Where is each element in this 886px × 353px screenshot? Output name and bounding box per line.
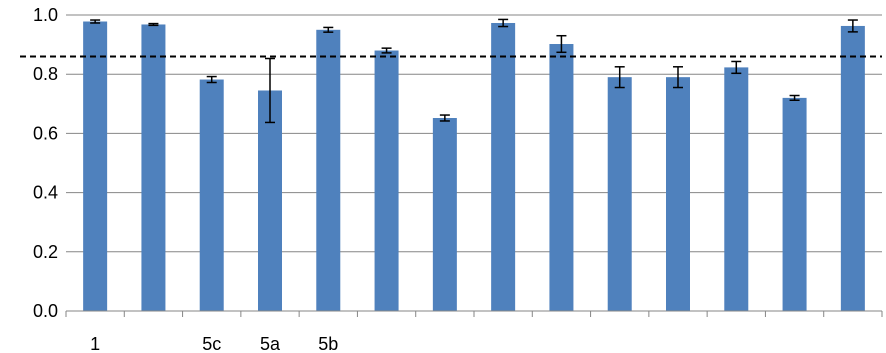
bar (724, 67, 749, 311)
y-tick-label: 0.8 (33, 64, 58, 84)
bar (141, 24, 166, 312)
bar (83, 21, 108, 312)
category-labels: 1 5c 5a 5b (90, 334, 338, 353)
x-axis (65, 310, 883, 317)
x-category-label: 5c (202, 334, 221, 353)
bars (83, 21, 865, 312)
bar (607, 77, 632, 311)
bar (258, 90, 282, 311)
bar (199, 79, 224, 311)
bar (374, 50, 399, 312)
x-category-label: 5a (260, 334, 281, 353)
x-category-label: 1 (90, 334, 100, 353)
y-tick-label: 0.2 (33, 242, 58, 262)
gridlines (66, 14, 882, 253)
y-tick-label: 0.4 (33, 183, 58, 203)
bar (549, 44, 574, 312)
y-tick-label: 0.6 (33, 123, 58, 143)
bar (432, 118, 457, 312)
y-tick-label: 0.0 (33, 301, 58, 321)
bar (316, 29, 341, 312)
x-category-label: 5b (318, 334, 338, 353)
error-bars (90, 18, 858, 124)
y-axis-ticks: 0.0 0.2 0.4 0.6 0.8 1.0 (33, 5, 58, 321)
y-tick-label: 1.0 (33, 5, 58, 25)
bar (491, 22, 516, 311)
bar (782, 97, 807, 311)
bar (666, 77, 690, 311)
bar (840, 25, 865, 312)
